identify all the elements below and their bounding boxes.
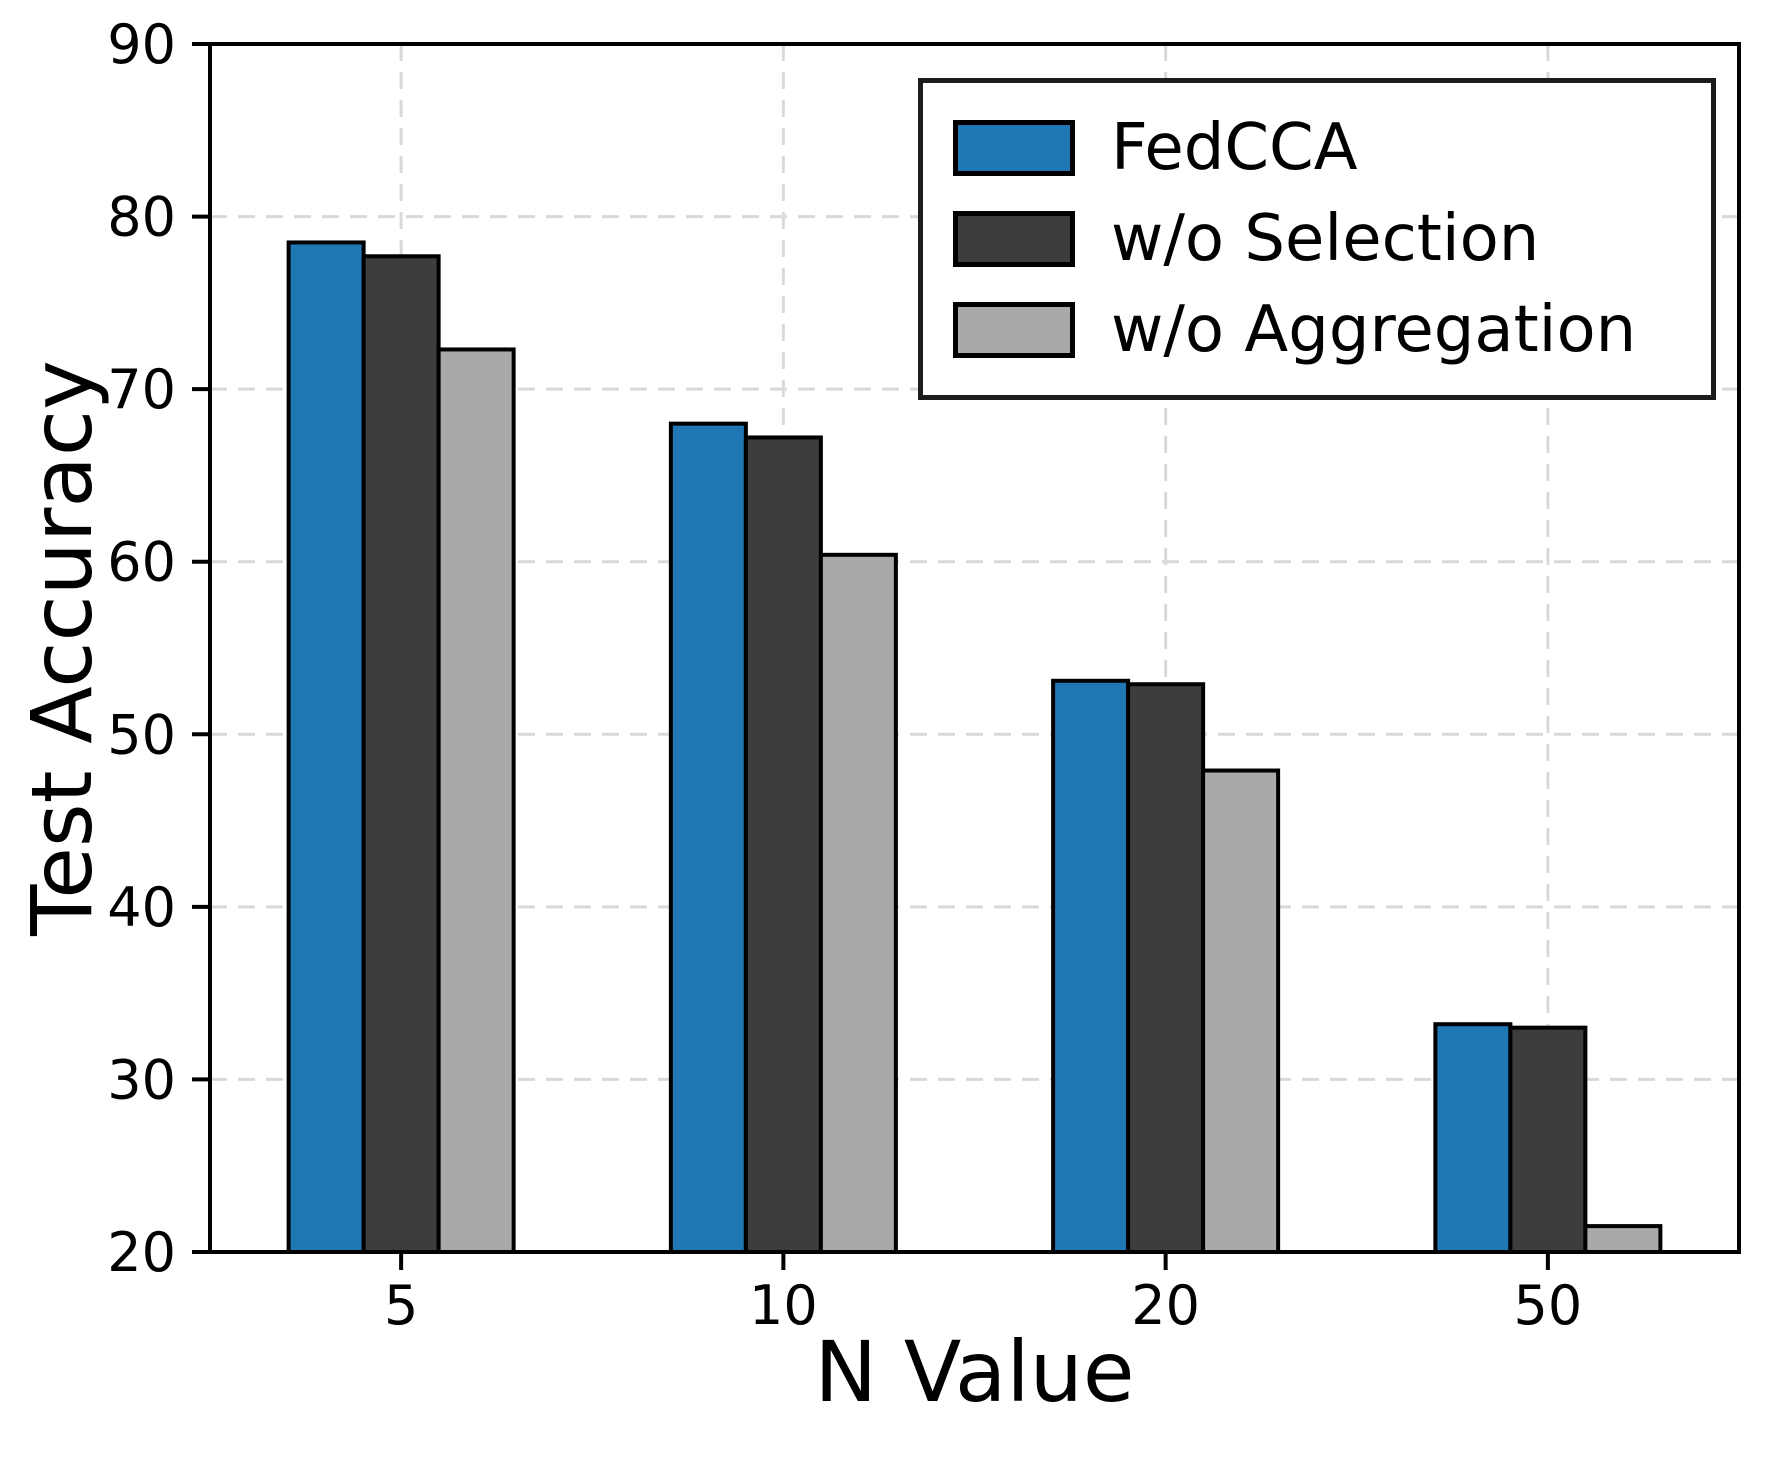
- tick-labels: 20 30 40 50 60 70 80 90 5 10 20 50: [107, 13, 1582, 1337]
- bar-w-o-aggregation-n5[interactable]: [436, 347, 516, 1254]
- bar-w-o-aggregation-n20[interactable]: [1201, 768, 1281, 1254]
- bar-w-o-selection-n10[interactable]: [743, 435, 823, 1255]
- series-w-o-aggregation: [436, 347, 1663, 1254]
- y-tick-label-30: 30: [107, 1048, 176, 1111]
- legend-swatch-w-o-aggregation: [953, 302, 1075, 358]
- bar-w-o-selection-n20[interactable]: [1126, 682, 1206, 1254]
- y-tick-label-90: 90: [107, 13, 176, 76]
- y-tick-label-70: 70: [107, 358, 176, 421]
- y-tick-label-60: 60: [107, 531, 176, 594]
- x-tick-label-20: 20: [1131, 1274, 1200, 1337]
- y-tick-label-80: 80: [107, 186, 176, 249]
- bar-w-o-selection-n5[interactable]: [361, 254, 441, 1254]
- y-tick-label-20: 20: [107, 1221, 176, 1284]
- series-fedcca: [286, 240, 1513, 1254]
- bar-w-o-aggregation-n10[interactable]: [818, 552, 898, 1254]
- legend-item-w-o-selection[interactable]: w/o Selection: [953, 207, 1701, 271]
- legend-label-w-o-selection: w/o Selection: [1111, 202, 1540, 276]
- legend-item-fedcca[interactable]: FedCCA: [953, 116, 1701, 180]
- legend: FedCCA w/o Selection w/o Aggregation: [918, 78, 1716, 400]
- y-axis-label: Test Accuracy: [13, 360, 111, 936]
- bar-fedcca-n10[interactable]: [668, 421, 748, 1254]
- x-tick-label-5: 5: [384, 1274, 418, 1337]
- y-tick-label-50: 50: [107, 703, 176, 766]
- plot-border: [208, 42, 1741, 1254]
- bar-w-o-aggregation-n50[interactable]: [1583, 1224, 1663, 1254]
- x-tick-label-10: 10: [749, 1274, 818, 1337]
- legend-item-w-o-aggregation[interactable]: w/o Aggregation: [953, 298, 1701, 362]
- bar-w-o-selection-n50[interactable]: [1508, 1025, 1588, 1254]
- bar-fedcca-n5[interactable]: [286, 240, 366, 1254]
- y-tick-label-40: 40: [107, 876, 176, 939]
- x-axis-label: N Value: [814, 1323, 1135, 1421]
- legend-swatch-fedcca: [953, 120, 1075, 176]
- x-tick-label-50: 50: [1514, 1274, 1583, 1337]
- legend-label-w-o-aggregation: w/o Aggregation: [1111, 293, 1637, 367]
- legend-swatch-w-o-selection: [953, 211, 1075, 267]
- bar-fedcca-n50[interactable]: [1433, 1022, 1513, 1254]
- legend-label-fedcca: FedCCA: [1111, 111, 1358, 185]
- axes: [192, 42, 1741, 1270]
- series-w-o-selection: [361, 254, 1588, 1255]
- bar-fedcca-n20[interactable]: [1051, 678, 1131, 1254]
